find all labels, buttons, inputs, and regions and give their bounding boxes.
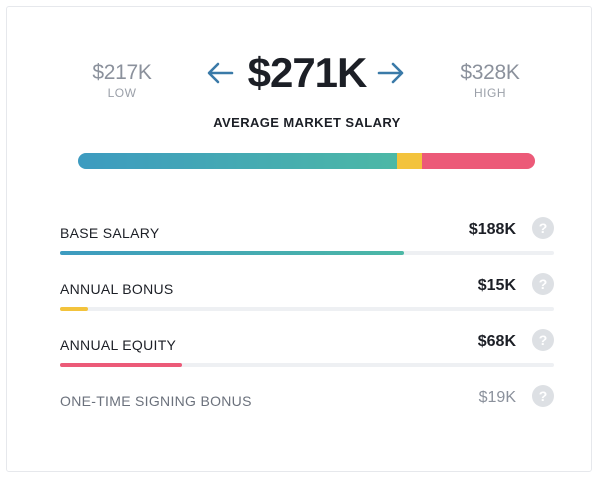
annual-bonus-track: [60, 307, 554, 311]
high-salary-stat: $328K HIGH: [445, 61, 535, 100]
low-salary-stat: $217K LOW: [77, 61, 167, 100]
low-salary-label: LOW: [107, 86, 137, 100]
signing-bonus-amount: $19K: [478, 389, 516, 406]
question-circle-icon[interactable]: ?: [532, 273, 554, 295]
stacked-bar-segment-equity: [422, 153, 535, 169]
question-circle-icon[interactable]: ?: [532, 385, 554, 407]
stacked-bar-segment-base: [78, 153, 397, 169]
annual-bonus-fill: [60, 307, 88, 311]
breakdown-row-base-salary: BASE SALARY $188K ?: [60, 213, 554, 263]
question-circle-icon[interactable]: ?: [532, 217, 554, 239]
arrow-left-icon[interactable]: [204, 59, 236, 87]
annual-equity-fill: [60, 363, 183, 367]
annual-bonus-label: ANNUAL BONUS: [60, 281, 174, 297]
stacked-bar-segment-bonus: [396, 153, 423, 169]
arrow-right-icon[interactable]: [375, 59, 407, 87]
signing-bonus-label: ONE-TIME SIGNING BONUS: [60, 393, 252, 409]
base-salary-fill: [60, 251, 405, 255]
low-salary-value: $217K: [92, 61, 152, 84]
annual-equity-label: ANNUAL EQUITY: [60, 337, 177, 353]
annual-equity-track: [60, 363, 554, 367]
breakdown-row-signing-bonus: ONE-TIME SIGNING BONUS $19K ?: [60, 381, 554, 431]
high-salary-label: HIGH: [474, 86, 506, 100]
annual-equity-amount: $68K: [477, 333, 516, 350]
annual-bonus-amount: $15K: [477, 277, 516, 294]
question-circle-icon[interactable]: ?: [532, 329, 554, 351]
average-salary-label: AVERAGE MARKET SALARY: [213, 115, 401, 130]
base-salary-label: BASE SALARY: [60, 225, 160, 241]
breakdown-row-annual-equity: ANNUAL EQUITY $68K ?: [60, 325, 554, 375]
salary-card: $217K LOW $271K $328K HIGH AVERAGE MARKE…: [6, 6, 592, 472]
compensation-stacked-bar: [78, 153, 535, 169]
base-salary-track: [60, 251, 554, 255]
high-salary-value: $328K: [460, 61, 520, 84]
average-salary-value: $271K: [247, 49, 368, 96]
breakdown-row-annual-bonus: ANNUAL BONUS $15K ?: [60, 269, 554, 319]
base-salary-amount: $188K: [468, 221, 516, 238]
